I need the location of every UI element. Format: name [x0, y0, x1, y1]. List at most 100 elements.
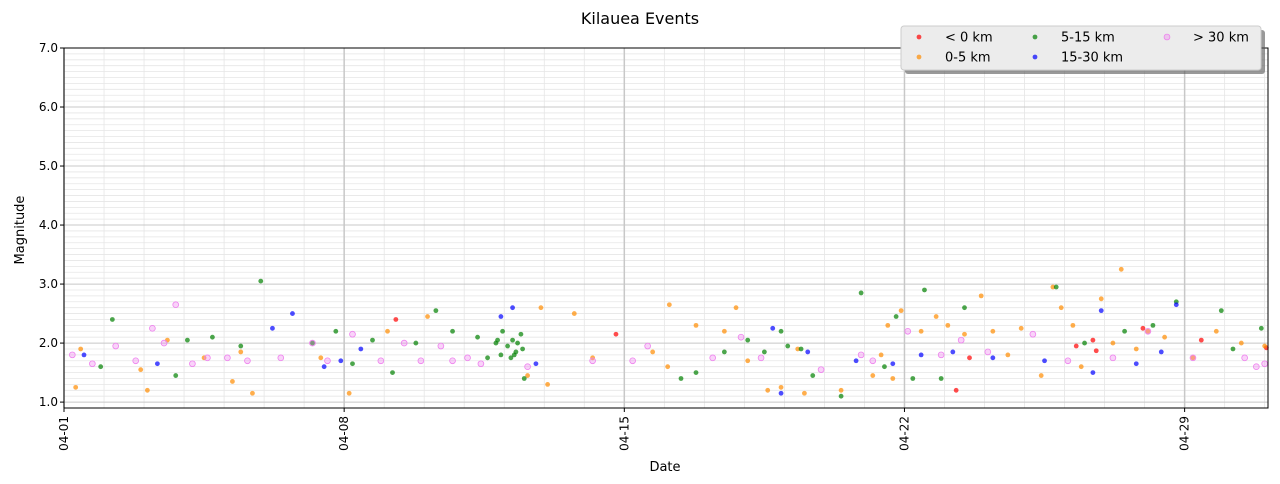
data-point: [737, 333, 745, 341]
data-point: [545, 381, 551, 387]
data-point: [1213, 328, 1219, 334]
legend-label: 0-5 km: [945, 51, 991, 66]
data-point: [185, 337, 190, 343]
data-point: [810, 373, 816, 378]
data-point: [984, 348, 992, 356]
data-point: [505, 343, 510, 349]
data-point: [385, 328, 390, 334]
data-point: [98, 364, 104, 370]
data-point: [1038, 373, 1044, 378]
y-tick-label: 3.0: [39, 277, 58, 291]
x-tick-label: 04-08: [337, 416, 351, 451]
data-point: [1098, 308, 1104, 314]
data-point: [224, 354, 231, 362]
data-point: [250, 390, 255, 396]
data-point: [173, 373, 179, 378]
data-point: [1093, 348, 1099, 354]
x-tick-label: 04-15: [617, 416, 631, 451]
data-point: [693, 322, 699, 328]
data-point: [154, 361, 160, 367]
data-point: [310, 340, 315, 346]
data-point: [333, 328, 339, 334]
data-point: [321, 364, 327, 370]
data-point: [795, 346, 801, 352]
data-point: [290, 311, 295, 316]
data-point: [1082, 340, 1087, 346]
data-point: [521, 376, 527, 381]
data-point: [1109, 354, 1117, 362]
data-point: [890, 376, 896, 381]
data-point: [1140, 325, 1146, 331]
legend-marker: [1032, 34, 1038, 40]
data-point: [138, 367, 144, 373]
data-point: [1173, 302, 1179, 308]
legend-marker: [916, 34, 922, 40]
data-point: [910, 376, 916, 381]
data-point: [1090, 337, 1096, 343]
data-point: [1058, 305, 1064, 311]
data-point: [571, 311, 577, 316]
legend-box: [900, 25, 1262, 71]
data-point: [778, 328, 784, 334]
data-point: [533, 361, 539, 367]
data-point: [1110, 340, 1116, 346]
x-axis-label: Date: [649, 460, 680, 475]
data-point: [1261, 360, 1268, 368]
data-point: [857, 351, 865, 359]
data-point: [1133, 361, 1139, 367]
data-point: [967, 355, 972, 361]
legend: < 0 km 0-5 km 5-15 km 15-30 km > 30 km: [900, 25, 1265, 74]
data-point: [990, 355, 996, 361]
data-point: [962, 331, 967, 337]
data-point: [417, 357, 425, 365]
data-point: [1145, 328, 1151, 334]
data-point: [1050, 284, 1056, 290]
y-axis-label: Magnitude: [13, 196, 28, 265]
data-point: [838, 387, 844, 393]
data-point: [437, 342, 445, 350]
data-point: [413, 340, 419, 346]
data-point: [885, 322, 891, 328]
data-point: [78, 346, 84, 352]
data-point: [666, 302, 672, 308]
data-point: [858, 290, 864, 296]
data-point: [1241, 354, 1248, 362]
data-point: [1042, 358, 1047, 364]
data-point: [510, 305, 515, 311]
data-point: [869, 357, 877, 365]
data-point: [1133, 346, 1139, 352]
data-point: [757, 354, 765, 362]
x-tick-label: 04-01: [57, 416, 71, 451]
data-point: [425, 314, 430, 319]
data-point: [511, 352, 517, 358]
data-point: [1253, 363, 1260, 370]
x-tick-label: 04-22: [897, 416, 911, 451]
data-point: [338, 358, 344, 364]
data-point: [1238, 340, 1244, 346]
data-point: [1018, 325, 1024, 331]
data-point: [1190, 355, 1196, 361]
data-point: [1078, 364, 1084, 370]
data-point: [938, 376, 944, 381]
data-point: [450, 328, 455, 334]
data-point: [882, 364, 887, 370]
data-point: [1218, 308, 1224, 314]
data-point: [1230, 346, 1236, 352]
data-point: [449, 357, 456, 365]
data-point: [918, 352, 924, 358]
data-point: [270, 325, 275, 331]
data-point: [508, 355, 514, 361]
y-tick-label: 6.0: [39, 100, 58, 114]
data-point: [1053, 284, 1059, 290]
data-point: [524, 363, 531, 370]
data-point: [69, 351, 76, 359]
data-point: [1198, 337, 1204, 343]
data-point: [650, 349, 656, 355]
data-point: [1005, 352, 1011, 358]
legend-label: 15-30 km: [1061, 51, 1123, 66]
data-point: [745, 358, 751, 364]
data-point: [613, 331, 619, 337]
data-point: [189, 360, 196, 368]
data-point: [358, 346, 364, 352]
legend-label: < 0 km: [945, 31, 993, 46]
